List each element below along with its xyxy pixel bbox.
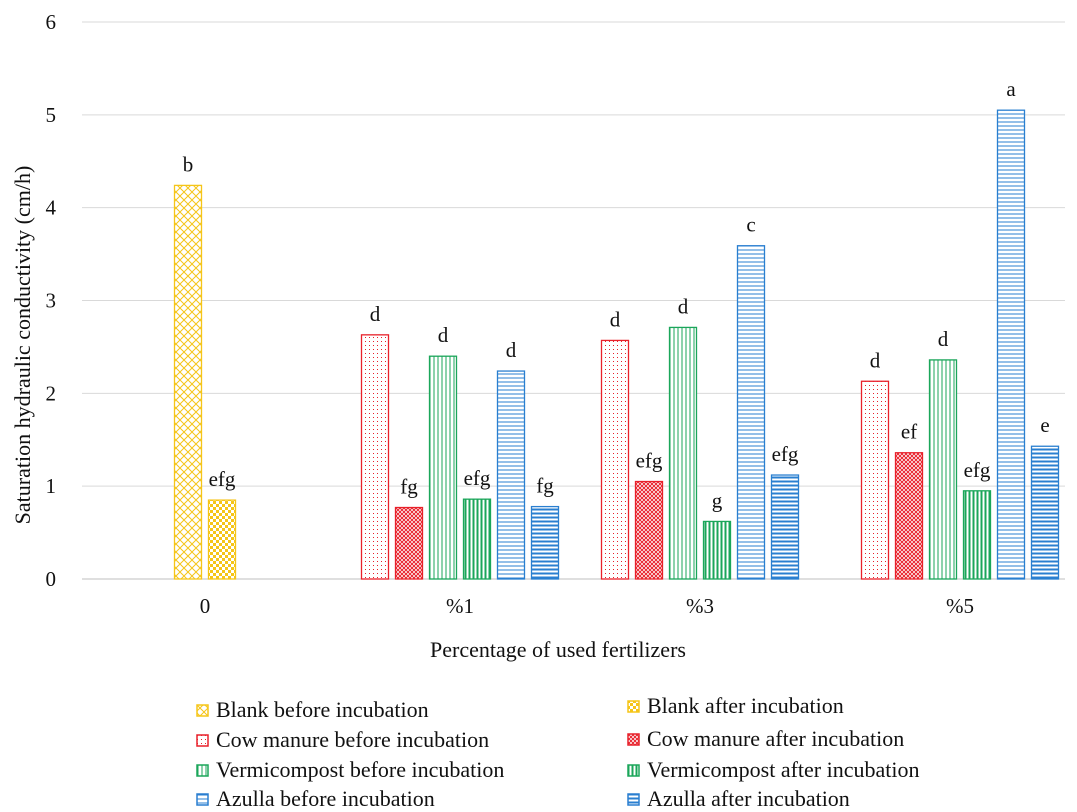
bar	[207, 499, 237, 580]
bar-significance-label: efg	[964, 458, 991, 482]
y-tick-label: 4	[46, 196, 57, 220]
bar-significance-label: ef	[901, 420, 917, 444]
bar-significance-label: a	[1006, 77, 1016, 101]
x-tick-label: %5	[946, 594, 974, 618]
bar	[770, 474, 800, 580]
bar	[668, 326, 698, 580]
bar	[996, 109, 1026, 580]
bar-significance-label: b	[183, 152, 194, 176]
bar	[962, 490, 992, 580]
x-tick-labels: 0 %1 %3 %5	[200, 594, 974, 618]
y-axis-title: Saturation hydraulic conductivity (cm/h)	[10, 166, 35, 525]
bar-significance-label: d	[938, 327, 949, 351]
bar	[894, 452, 924, 580]
bar-significance-label: e	[1040, 413, 1049, 437]
y-tick-label: 0	[46, 567, 57, 591]
y-tick-label: 1	[46, 474, 57, 498]
y-tick-label: 3	[46, 289, 57, 313]
bar-significance-label: fg	[536, 474, 554, 498]
y-tick-labels: 0 1 2 3 4 5 6	[46, 10, 57, 591]
bar	[360, 334, 390, 580]
bar	[736, 245, 766, 580]
x-tick-label: %1	[446, 594, 474, 618]
bar	[496, 370, 526, 580]
x-axis-title: Percentage of used fertilizers	[430, 637, 686, 662]
bar	[1030, 445, 1060, 580]
bar	[530, 505, 560, 580]
bar-significance-label: d	[438, 323, 449, 347]
grid-lines	[82, 21, 1065, 580]
x-tick-label: %3	[686, 594, 714, 618]
bar-significance-label: d	[678, 294, 689, 318]
bar-significance-label: efg	[209, 467, 236, 491]
y-tick-label: 6	[46, 10, 57, 34]
y-tick-label: 5	[46, 103, 57, 127]
bar-significance-label: d	[506, 338, 517, 362]
y-tick-label: 2	[46, 381, 57, 405]
bar-significance-label: c	[746, 213, 755, 237]
bar-significance-label: g	[712, 488, 723, 512]
bar-significance-label: efg	[464, 466, 491, 490]
bar-significance-label: efg	[636, 449, 663, 473]
bar	[173, 184, 203, 580]
bar	[634, 480, 664, 580]
bar	[394, 506, 424, 580]
bar-significance-label: d	[370, 302, 381, 326]
bar	[600, 339, 630, 580]
bar-significance-label: fg	[400, 475, 418, 499]
bar-significance-label: efg	[772, 442, 799, 466]
bar-significance-label: d	[610, 307, 621, 331]
x-tick-label: 0	[200, 594, 211, 618]
bar-significance-label: d	[870, 348, 881, 372]
bar	[928, 359, 958, 580]
bar-labels: b efg d fg d efg d fg d efg d g c efg d ef d efg a e	[183, 77, 1050, 512]
bar	[462, 498, 492, 580]
bar	[702, 520, 732, 580]
bar	[428, 355, 458, 580]
bars	[173, 109, 1060, 580]
bar	[860, 380, 890, 580]
